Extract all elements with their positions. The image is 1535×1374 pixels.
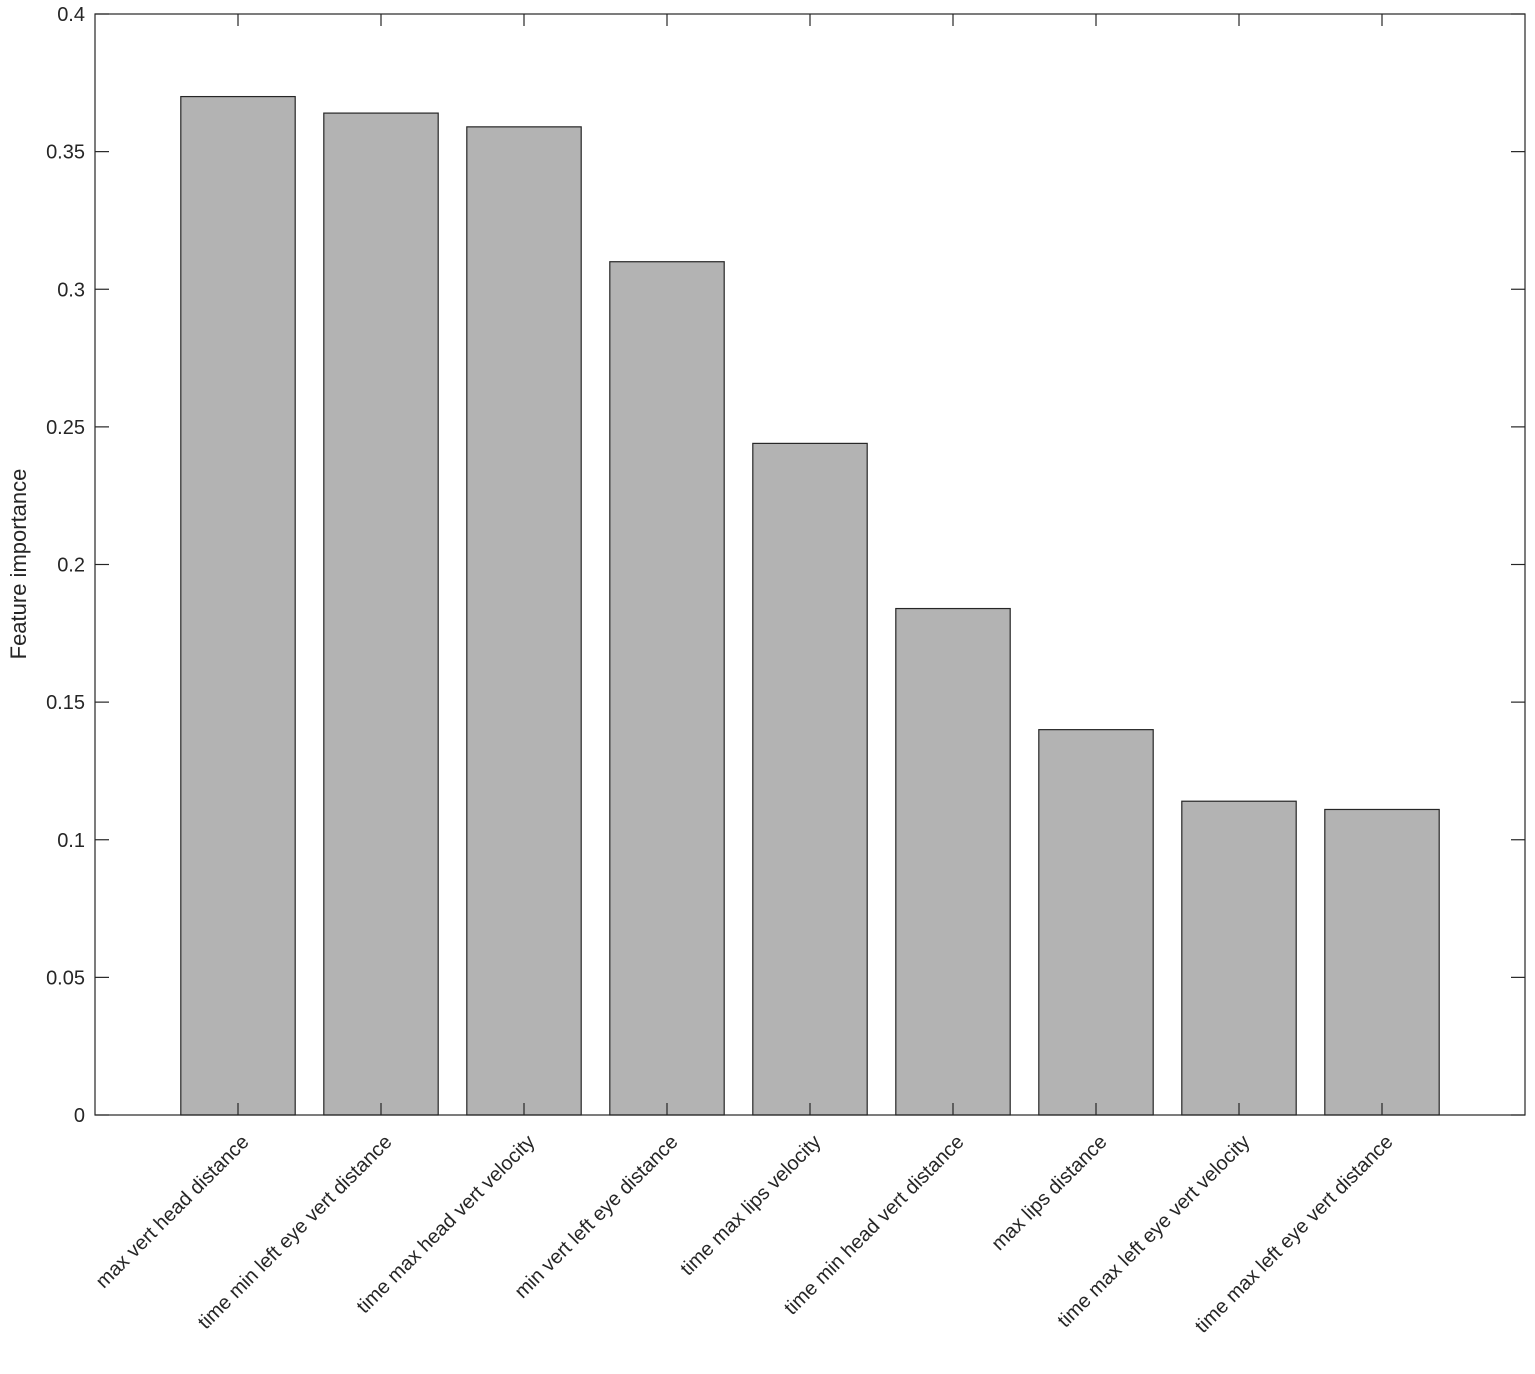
- y-tick-label-4: 0.2: [57, 555, 85, 577]
- y-axis-label: Feature importance: [6, 469, 31, 660]
- bar-8: [1181, 800, 1297, 1116]
- bars-group: [180, 95, 1440, 1116]
- bar-6: [895, 607, 1011, 1116]
- y-tick-label-0: 0: [74, 1105, 85, 1127]
- bar-2: [323, 112, 439, 1116]
- x-tick-label-5: time max lips velocity: [676, 1131, 825, 1280]
- x-tick-label-4: min vert left eye distance: [511, 1131, 683, 1303]
- bar-4: [609, 261, 725, 1116]
- bar-3: [466, 126, 582, 1116]
- bar-5: [752, 442, 868, 1116]
- y-tick-label-1: 0.05: [46, 967, 85, 989]
- bar-1: [180, 95, 296, 1116]
- y-tick-labels: 0 0.05 0.1 0.15 0.2 0.25 0.3 0.35 0.4: [46, 4, 85, 1127]
- y-tick-label-2: 0.1: [57, 830, 85, 852]
- bar-7: [1038, 729, 1154, 1116]
- x-tick-label-7: max lips distance: [988, 1131, 1112, 1255]
- y-tick-label-3: 0.15: [46, 692, 85, 714]
- y-tick-label-6: 0.3: [57, 279, 85, 301]
- x-tick-label-1: max vert head distance: [92, 1131, 254, 1293]
- bar-9: [1324, 808, 1440, 1116]
- y-tick-label-7: 0.35: [46, 142, 85, 164]
- y-tick-label-8: 0.4: [57, 4, 85, 26]
- y-tick-label-5: 0.25: [46, 417, 85, 439]
- plot-area-frame: [94, 13, 1526, 1116]
- ticks-group: [95, 13, 1525, 1116]
